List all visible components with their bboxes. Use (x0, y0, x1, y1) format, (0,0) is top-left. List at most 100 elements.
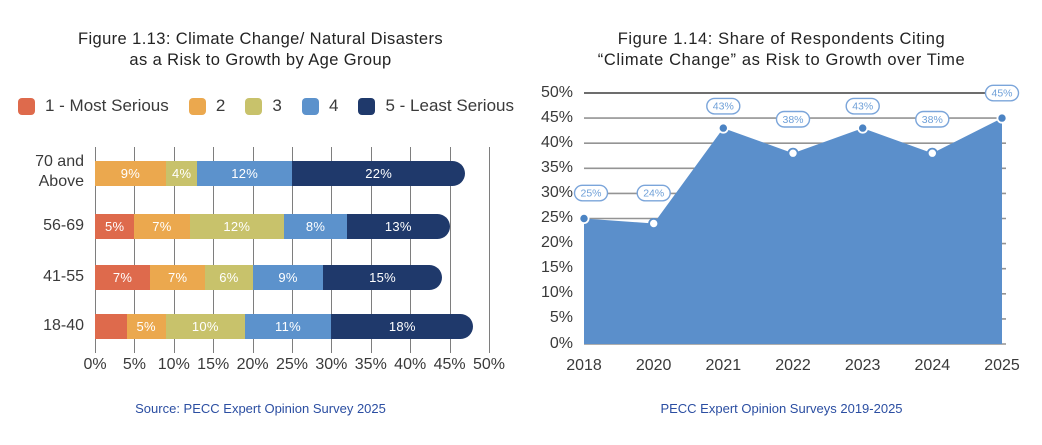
bar-segment: 13% (347, 214, 450, 239)
bar-segment: 18% (331, 314, 474, 339)
bar-segment: 9% (95, 161, 166, 186)
data-point-marker (926, 147, 938, 159)
y-tick-label: 10% (540, 284, 573, 302)
x-tick-label: 30% (315, 356, 348, 373)
gridline (331, 147, 333, 353)
x-tick-label: 50% (472, 356, 506, 373)
x-tick-label: 2024 (914, 357, 951, 374)
right-chart-title-line1: Figure 1.14: Share of Respondents Citing (617, 29, 946, 48)
right-chart-title-line2: “Climate Change” as Risk to Growth over … (597, 51, 966, 70)
legend-item: 4 (301, 96, 339, 116)
gridline (370, 147, 372, 353)
legend-item: 5 - Least Serious (358, 96, 514, 116)
data-label-text: 24% (643, 188, 664, 200)
bar-row: 7% 7% 6% 9% 15% (95, 265, 442, 290)
gridline (449, 147, 451, 353)
bar-row: 5% 7% 12% 8% 13% (95, 214, 450, 239)
x-tick-label: 2025 (984, 357, 1020, 374)
legend-swatch-icon (358, 97, 376, 115)
bar-category-label: 70 and Above (35, 153, 84, 190)
y-tick-label: 5% (549, 309, 573, 327)
data-point-marker (996, 112, 1008, 124)
bar-plot-area: 9% 4% 12% 22% 5% 7% 12% 8% 13% 7% 7% 6% 9% 15% 5% 10% 11… (95, 147, 490, 353)
bar-segment: 7% (95, 265, 151, 290)
bar-segment: 4% (165, 161, 198, 186)
legend-swatch-icon (18, 97, 35, 115)
gridline (292, 147, 293, 353)
x-tick-label: 35% (354, 356, 387, 373)
y-tick-label: 40% (540, 133, 573, 151)
data-label-text: 38% (782, 114, 803, 126)
x-tick-label: 2022 (775, 357, 811, 374)
bar-segment: 12% (189, 214, 285, 239)
legend-label: 3 (272, 96, 282, 115)
data-label-text: 43% (852, 101, 873, 113)
data-label-bubble (775, 110, 811, 128)
data-label-text: 38% (922, 114, 943, 126)
y-tick-label: 0% (549, 334, 573, 352)
data-label-bubble (915, 110, 950, 128)
gridline (489, 147, 490, 353)
legend-item: 3 (245, 96, 282, 116)
bar-category-label: 56-69 (43, 217, 84, 234)
data-label-text: 43% (713, 101, 734, 113)
y-tick-label: 25% (540, 209, 573, 226)
x-tick-label: 25% (275, 356, 309, 373)
bar-row: 5% 10% 11% 18% (95, 314, 474, 339)
left-chart-title-line1: Figure 1.13: Climate Change/ Natural Dis… (77, 29, 444, 48)
gridline (410, 147, 412, 353)
bar-row: 9% 4% 12% 22% (95, 161, 466, 186)
legend-label: 1 - Most Serious (45, 96, 169, 115)
legend-label: 5 - Least Serious (385, 96, 514, 115)
bar-segment: 11% (244, 314, 332, 339)
legend-item: 1 - Most Serious (18, 96, 169, 116)
bar-segment: 10% (165, 314, 245, 339)
bar-category-label: 41-55 (43, 268, 84, 285)
gridline (213, 147, 215, 353)
bar-segment (95, 314, 127, 339)
data-label-bubble (573, 184, 609, 202)
legend-swatch-icon (245, 97, 263, 115)
bar-segment: 9% (252, 265, 324, 290)
data-point-marker (648, 217, 660, 229)
left-chart-title-line2: as a Risk to Growth by Age Group (129, 51, 392, 70)
x-tick-label: 2018 (566, 357, 602, 374)
data-label-text: 25% (580, 188, 601, 200)
x-tick-label: 0% (83, 356, 107, 373)
bar-segment: 7% (150, 265, 206, 290)
bar-segment: 8% (284, 214, 348, 239)
y-tick-label: 15% (540, 259, 573, 277)
gridline (252, 147, 254, 353)
legend-label: 2 (215, 96, 226, 115)
bar-segment: 6% (205, 265, 253, 290)
right-source-note: PECC Expert Opinion Surveys 2019-2025 (660, 401, 903, 416)
bar-segment: 15% (323, 265, 442, 290)
legend-item: 2 (188, 96, 226, 116)
x-tick-label: 2023 (844, 357, 881, 374)
y-tick-label: 30% (540, 183, 573, 201)
gridline (95, 147, 96, 353)
x-tick-label: 10% (157, 356, 190, 373)
bar-segment: 5% (126, 314, 166, 339)
data-label-bubble (636, 184, 671, 202)
y-tick-label: 50% (540, 83, 573, 101)
legend-swatch-icon (188, 97, 206, 115)
x-tick-label: 20% (236, 356, 269, 373)
data-label-bubble (706, 97, 741, 115)
y-tick-label: 45% (540, 108, 573, 126)
data-label-text: 45% (991, 88, 1012, 100)
legend-label: 4 (328, 96, 339, 115)
left-source-note: Source: PECC Expert Opinion Survey 2025 (135, 401, 386, 416)
legend-swatch-icon (301, 97, 319, 115)
legend: 1 - Most Serious 2 3 4 5 - Least Serious (18, 96, 514, 116)
x-tick-label: 2021 (705, 357, 742, 374)
data-point-marker (578, 212, 590, 224)
data-point-marker (787, 147, 799, 159)
y-tick-label: 35% (540, 158, 573, 176)
bar-segment: 5% (95, 214, 135, 239)
gridline (134, 147, 136, 353)
data-label-bubble (984, 84, 1020, 102)
x-tick-label: 15% (197, 356, 230, 373)
data-point-marker (717, 122, 729, 134)
